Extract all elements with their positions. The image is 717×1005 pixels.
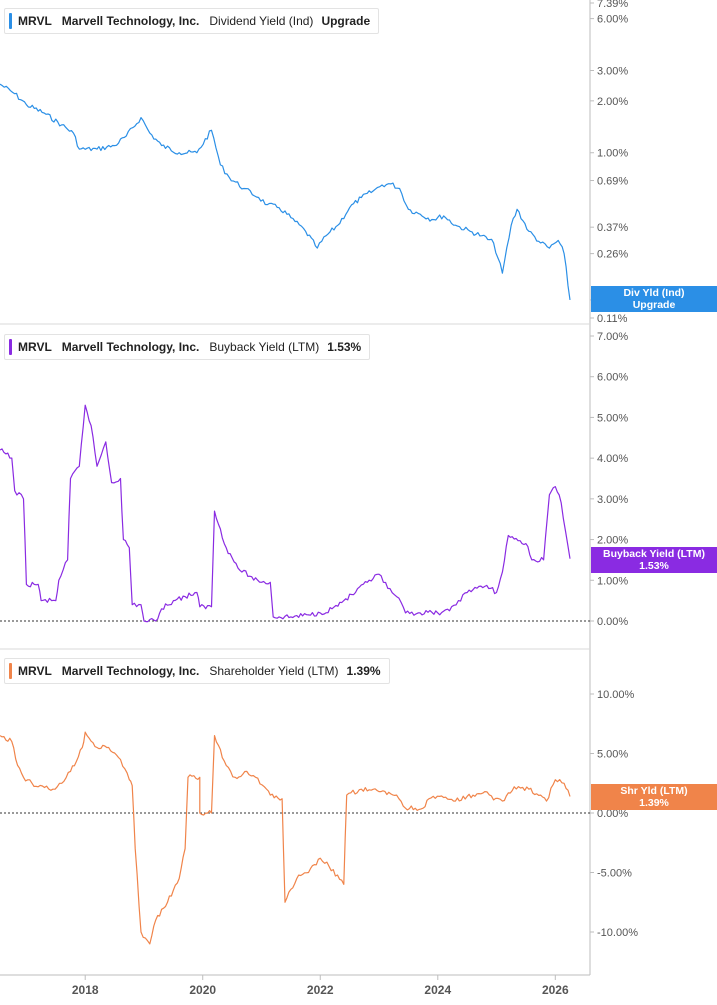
legend-company: Marvell Technology, Inc.: [61, 340, 200, 354]
legend-company: Marvell Technology, Inc.: [61, 664, 200, 678]
badge-value: Upgrade: [632, 299, 676, 311]
x-tick-label: 2020: [189, 983, 216, 997]
y-tick-label: -10.00%: [597, 927, 638, 939]
x-tick-label: 2022: [307, 983, 334, 997]
legend-value: Upgrade: [321, 14, 371, 28]
y-tick-label: 2.00%: [597, 96, 628, 108]
series-line: [0, 404, 571, 623]
legend-value: 1.39%: [346, 664, 381, 678]
x-tick-label: 2024: [424, 983, 451, 997]
y-tick-label: 0.00%: [597, 808, 628, 820]
y-tick-label: 5.00%: [597, 749, 628, 761]
x-tick-label: 2018: [72, 983, 99, 997]
zero-lines: [0, 620, 590, 814]
y-tick-label: 4.00%: [597, 453, 628, 465]
y-tick-label: 5.00%: [597, 412, 628, 424]
badge-value: 1.39%: [639, 797, 669, 809]
y-tick-label: 6.00%: [597, 14, 628, 26]
badge-label: Shr Yld (LTM): [620, 785, 688, 797]
y-tick-label: 3.00%: [597, 494, 628, 506]
series-lines: [0, 83, 571, 945]
y-tick-label: 10.00%: [597, 689, 635, 701]
last-value-badge-shareholder: Shr Yld (LTM) 1.39%: [591, 784, 717, 810]
series-line: [0, 731, 571, 945]
last-value-badge-dividend: Div Yld (Ind) Upgrade: [591, 286, 717, 312]
y-tick-label: 3.00%: [597, 65, 628, 77]
legend-swatch: [9, 663, 12, 679]
legend-metric: Dividend Yield (Ind): [209, 14, 314, 28]
y-tick-label: 1.00%: [597, 148, 628, 160]
legend-shareholder-yield[interactable]: MRVL Marvell Technology, Inc. Shareholde…: [4, 658, 390, 684]
legend-buyback-yield[interactable]: MRVL Marvell Technology, Inc. Buyback Yi…: [4, 334, 371, 360]
y-tick-label: 7.39%: [597, 0, 628, 10]
y-tick-label: 6.00%: [597, 372, 628, 384]
legend-value: 1.53%: [327, 340, 362, 354]
legend-metric: Shareholder Yield (LTM): [209, 664, 339, 678]
legend-swatch: [9, 13, 12, 29]
y-axis-ticks: 7.39% 6.00% 3.00% 2.00% 1.00% 0.69% 0.37% 0.26%…: [590, 0, 638, 939]
y-tick-label: 0.69%: [597, 176, 628, 188]
y-tick-label: 0.00%: [597, 616, 628, 628]
legend-ticker: MRVL: [18, 664, 52, 678]
series-line: [0, 83, 571, 300]
y-tick-label: -5.00%: [597, 868, 632, 880]
last-value-badge-buyback: Buyback Yield (LTM) 1.53%: [591, 547, 717, 573]
y-tick-label: 2.00%: [597, 535, 628, 547]
y-tick-label: 7.00%: [597, 331, 628, 343]
x-tick-label: 2026: [542, 983, 569, 997]
y-tick-label: 0.37%: [597, 222, 628, 234]
legend-dividend-yield[interactable]: MRVL Marvell Technology, Inc. Dividend Y…: [4, 8, 380, 34]
x-axis-ticks: 2018 2020 2022 2024 2026: [72, 975, 569, 997]
legend-ticker: MRVL: [18, 340, 52, 354]
y-tick-label: 0.26%: [597, 249, 628, 261]
legend-ticker: MRVL: [18, 14, 52, 28]
y-tick-label: 0.11%: [597, 313, 628, 325]
legend-company: Marvell Technology, Inc.: [61, 14, 200, 28]
legend-swatch: [9, 339, 12, 355]
badge-label: Buyback Yield (LTM): [603, 548, 705, 560]
badge-value: 1.53%: [639, 560, 669, 572]
y-tick-label: 1.00%: [597, 575, 628, 587]
legend-metric: Buyback Yield (LTM): [209, 340, 320, 354]
badge-label: Div Yld (Ind): [623, 287, 685, 299]
